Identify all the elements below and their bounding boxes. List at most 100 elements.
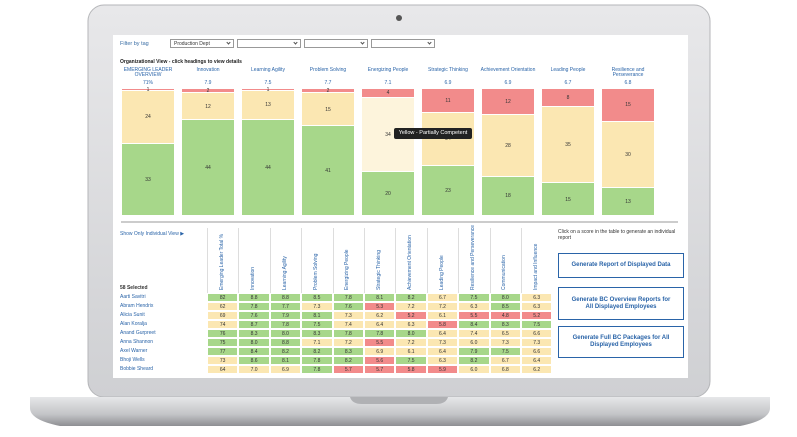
score-cell[interactable]: 8.4 [238, 346, 270, 356]
bar-segment[interactable]: 11 [422, 88, 474, 113]
score-cell[interactable]: 8.3 [238, 328, 270, 338]
score-cell[interactable]: 6.3 [521, 293, 553, 302]
score-cell[interactable]: 7.2 [395, 337, 427, 347]
score-cell[interactable]: 7.9 [269, 310, 302, 320]
score-cell[interactable]: 8.5 [489, 301, 521, 311]
column-heading[interactable]: Resilience and Perseverance [611, 67, 645, 78]
score-cell[interactable]: 7.3 [301, 301, 333, 311]
score-cell[interactable]: 5.7 [332, 364, 364, 374]
employee-name[interactable]: Bhoji Wells [120, 356, 145, 363]
column-heading[interactable]: EMERGING LEADER OVERVIEW [123, 67, 173, 78]
score-cell[interactable]: 7.3 [426, 337, 459, 347]
bar-segment[interactable]: 41 [302, 125, 354, 215]
score-cell[interactable]: 6.0 [458, 337, 490, 347]
dropdown[interactable]: Production Dept [170, 39, 234, 48]
column-header[interactable]: Energizing People [344, 249, 351, 290]
score-cell[interactable]: 7.2 [395, 301, 427, 311]
action-button[interactable]: Generate BC Overview Reports for All Dis… [558, 287, 684, 320]
score-cell[interactable]: 8.7 [238, 319, 270, 329]
bar-segment[interactable]: 8 [542, 88, 594, 106]
score-cell[interactable]: 8.2 [269, 346, 302, 356]
score-cell[interactable]: 7.5 [521, 319, 553, 329]
column-header[interactable]: Impact and Influence [532, 243, 539, 290]
column-heading[interactable]: Strategic Thinking [428, 67, 468, 73]
column-header[interactable]: Resilience and Perseverance [469, 224, 476, 290]
score-cell[interactable]: 8.8 [269, 293, 302, 302]
column-header[interactable]: Innovation [250, 266, 257, 290]
bar-segment[interactable]: 33 [122, 142, 174, 215]
score-cell[interactable]: 6.2 [521, 364, 553, 374]
column-heading[interactable]: Learning Agility [251, 67, 285, 73]
bar-segment[interactable]: 13 [602, 186, 654, 215]
score-cell[interactable]: 6.4 [364, 319, 396, 329]
score-cell[interactable]: 8.8 [269, 337, 302, 347]
employee-name[interactable]: Anand Gurpreet [120, 329, 156, 336]
score-cell[interactable]: 75 [207, 337, 239, 347]
score-cell[interactable]: 6.3 [426, 355, 459, 365]
score-cell[interactable]: 7.5 [395, 355, 427, 365]
score-cell[interactable]: 6.4 [521, 355, 553, 365]
score-cell[interactable]: 6.2 [364, 310, 396, 320]
dropdown[interactable] [371, 39, 435, 48]
score-cell[interactable]: 5.7 [364, 364, 396, 374]
bar-segment[interactable]: 18 [482, 175, 534, 215]
bar-segment[interactable]: 35 [542, 105, 594, 183]
score-cell[interactable]: 77 [207, 346, 239, 356]
score-cell[interactable]: 7.8 [238, 301, 270, 311]
score-cell[interactable]: 6.3 [395, 319, 427, 329]
bar-segment[interactable]: 1 [122, 87, 174, 93]
score-cell[interactable]: 7.6 [238, 310, 270, 320]
score-cell[interactable]: 6.3 [521, 301, 553, 311]
score-cell[interactable]: 8.8 [238, 293, 270, 302]
bar-segment[interactable]: 12 [182, 92, 234, 119]
score-cell[interactable]: 82 [207, 293, 239, 302]
score-cell[interactable]: 7.2 [426, 301, 459, 311]
score-cell[interactable]: 8.3 [301, 328, 333, 338]
employee-name[interactable]: Axel Warner [120, 347, 148, 354]
score-cell[interactable]: 6.7 [489, 355, 521, 365]
column-heading[interactable]: Leading People [550, 67, 586, 73]
score-cell[interactable]: 4.8 [489, 310, 521, 320]
column-heading[interactable]: Innovation [196, 67, 220, 73]
score-cell[interactable]: 8.0 [238, 337, 270, 347]
score-cell[interactable]: 5.2 [521, 310, 553, 320]
score-cell[interactable]: 7.8 [269, 319, 302, 329]
score-cell[interactable]: 8.4 [458, 319, 490, 329]
score-cell[interactable]: 64 [207, 364, 239, 374]
bar-segment[interactable]: 2 [302, 88, 354, 94]
score-cell[interactable]: 8.0 [489, 293, 521, 302]
bar-segment[interactable]: 15 [302, 92, 354, 126]
score-cell[interactable]: 6.8 [489, 364, 521, 374]
score-cell[interactable]: 8.2 [458, 355, 490, 365]
score-cell[interactable]: 8.5 [301, 293, 333, 302]
bar-segment[interactable]: 12 [482, 88, 534, 115]
score-cell[interactable]: 8.0 [269, 328, 302, 338]
score-cell[interactable]: 8.2 [301, 346, 333, 356]
score-cell[interactable]: 7.4 [332, 319, 364, 329]
column-header[interactable]: Emerging Leader Total % [218, 233, 225, 290]
bar-segment[interactable]: 24 [122, 90, 174, 143]
bar-segment[interactable]: 30 [602, 120, 654, 187]
bar-segment[interactable]: 2 [182, 88, 234, 94]
score-cell[interactable]: 5.3 [364, 301, 396, 311]
score-cell[interactable]: 8.1 [301, 310, 333, 320]
score-cell[interactable]: 7.8 [301, 364, 333, 374]
scrollbar[interactable] [121, 221, 678, 223]
score-cell[interactable]: 8.3 [489, 319, 521, 329]
score-cell[interactable]: 7.8 [332, 328, 364, 338]
employee-name[interactable]: Alan Koralja [120, 320, 147, 327]
column-heading[interactable]: Achievement Orientation [480, 67, 536, 73]
score-cell[interactable]: 8.1 [364, 293, 396, 302]
score-cell[interactable]: 5.5 [458, 310, 490, 320]
score-cell[interactable]: 5.5 [364, 337, 396, 347]
score-cell[interactable]: 7.0 [238, 364, 270, 374]
column-header[interactable]: Problem Solving [312, 253, 319, 290]
employee-name[interactable]: Alicia Sunit [120, 311, 145, 318]
score-cell[interactable]: 7.7 [269, 301, 302, 311]
bar-segment[interactable]: 15 [602, 88, 654, 121]
score-cell[interactable]: 7.9 [458, 346, 490, 356]
dropdown[interactable] [304, 39, 368, 48]
score-cell[interactable]: 62 [207, 301, 239, 311]
score-cell[interactable]: 7.5 [301, 319, 333, 329]
score-cell[interactable]: 7.4 [458, 328, 490, 338]
